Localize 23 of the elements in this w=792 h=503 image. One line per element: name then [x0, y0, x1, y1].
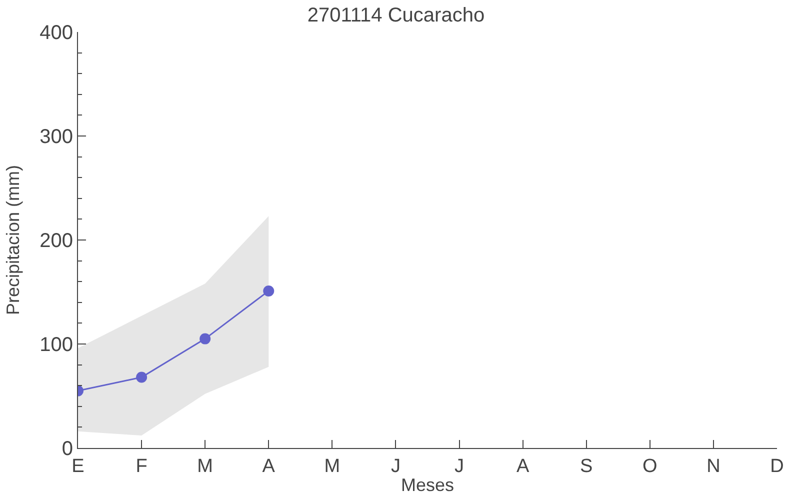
y-tick-label: 0: [62, 438, 73, 460]
x-tick-label: E: [72, 456, 84, 477]
x-tick-label: M: [324, 456, 340, 477]
x-tick-label: O: [642, 456, 658, 477]
x-tick-label: D: [770, 456, 784, 477]
y-axis-title: Precipitacion (mm): [2, 164, 23, 316]
x-tick-label: F: [136, 456, 148, 477]
x-tick-label: N: [706, 456, 720, 477]
x-tick-label: M: [197, 456, 214, 477]
chart-title: 2701114 Cucaracho: [307, 4, 485, 27]
x-tick-label: S: [580, 456, 593, 477]
x-tick-label: J: [454, 456, 464, 477]
point: [200, 333, 211, 344]
y-tick-label: 100: [40, 334, 73, 356]
x-tick-label: A: [516, 456, 530, 477]
x-axis-title: Meses: [400, 474, 454, 495]
point: [263, 285, 274, 296]
y-tick-label: 400: [40, 22, 73, 44]
x-tick-label: A: [262, 456, 276, 477]
y-tick-label: 300: [40, 126, 73, 148]
y-tick-label: 200: [40, 230, 73, 252]
x-tick-label: J: [390, 456, 400, 477]
point: [136, 372, 148, 383]
